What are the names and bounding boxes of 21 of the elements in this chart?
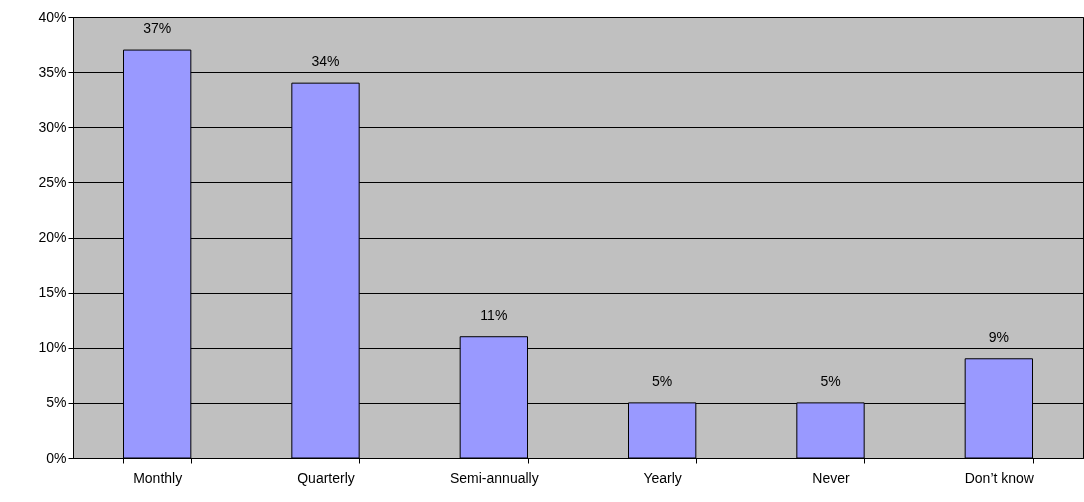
y-tick-label: 40% <box>38 8 67 25</box>
data-label: 34% <box>311 53 340 70</box>
x-tick-label: Quarterly <box>297 469 355 486</box>
data-label: 11% <box>480 306 508 323</box>
y-tick-label: 30% <box>38 118 67 135</box>
y-tick-label: 10% <box>38 339 67 356</box>
y-tick-label: 0% <box>46 449 67 466</box>
y-tick-label: 15% <box>38 284 67 301</box>
y-tick-label: 5% <box>46 394 67 411</box>
x-tick-label: Monthly <box>133 469 183 486</box>
data-label: 5% <box>820 372 841 389</box>
x-tick-label: Don’t know <box>964 469 1035 486</box>
data-label: 37% <box>143 20 172 37</box>
x-tick-label: Yearly <box>643 469 682 486</box>
y-tick-label: 35% <box>38 63 67 80</box>
data-label: 5% <box>652 372 673 389</box>
y-tick-label: 25% <box>38 173 67 190</box>
data-label: 9% <box>988 328 1009 345</box>
x-tick-label: Semi-annually <box>449 469 539 486</box>
y-tick-label: 20% <box>38 229 67 245</box>
x-tick-label: Never <box>812 469 850 486</box>
